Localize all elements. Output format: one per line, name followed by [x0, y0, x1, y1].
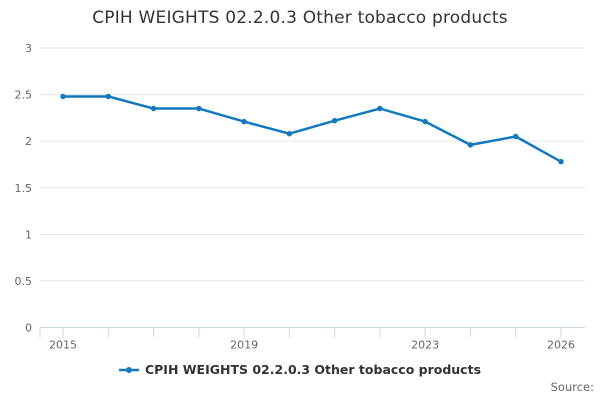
legend: CPIH WEIGHTS 02.2.0.3 Other tobacco prod…: [0, 362, 600, 377]
data-point[interactable]: [196, 105, 202, 112]
y-axis-tick-label: 2: [25, 135, 32, 148]
data-point[interactable]: [422, 118, 428, 125]
legend-item[interactable]: CPIH WEIGHTS 02.2.0.3 Other tobacco prod…: [118, 362, 482, 377]
legend-item-label: CPIH WEIGHTS 02.2.0.3 Other tobacco prod…: [144, 362, 482, 377]
source-note: Source:: [550, 380, 594, 394]
x-axis-tick-label: 2015: [49, 339, 77, 352]
y-axis-tick-label: 0.5: [15, 275, 33, 288]
y-axis-tick-label: 3: [25, 42, 32, 55]
y-axis-tick-label: 2.5: [15, 89, 33, 102]
data-point[interactable]: [331, 117, 338, 124]
data-point[interactable]: [558, 158, 564, 165]
y-axis-tick-label: 1: [25, 228, 32, 241]
chart-plot-area: 0 0.5 1 1.5 2 2.5 3 2015 2019 2023 2026: [15, 42, 585, 352]
data-point[interactable]: [60, 93, 66, 100]
data-point[interactable]: [241, 118, 247, 125]
chart-title: CPIH WEIGHTS 02.2.0.3 Other tobacco prod…: [92, 8, 508, 28]
x-axis-tick-label: 2026: [547, 339, 575, 352]
x-axis-tick-label: 2023: [411, 339, 439, 352]
legend-line-marker-icon: [118, 366, 139, 373]
data-point[interactable]: [512, 133, 519, 140]
x-axis-tick-label: 2019: [230, 339, 258, 352]
data-point[interactable]: [377, 105, 383, 112]
y-axis-tick-label: 1.5: [15, 182, 33, 195]
data-point[interactable]: [150, 105, 157, 112]
y-axis-tick-label: 0: [25, 322, 32, 335]
data-point[interactable]: [286, 130, 293, 137]
data-point[interactable]: [467, 142, 474, 148]
data-point[interactable]: [105, 93, 112, 100]
series-line[interactable]: [61, 95, 563, 163]
